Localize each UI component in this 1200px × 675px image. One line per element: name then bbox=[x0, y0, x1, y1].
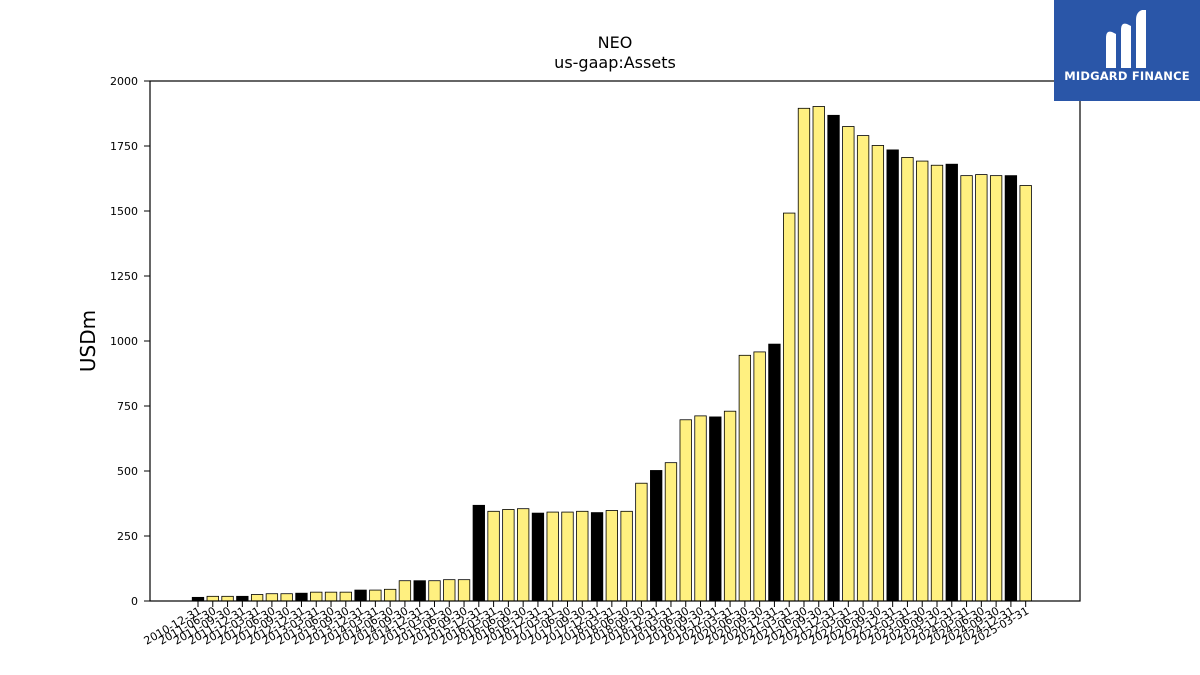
y-axis: 0 250 500 750 1000 1250 1500 1750 2000 bbox=[110, 75, 150, 608]
bar-2020-12-31 bbox=[768, 343, 781, 602]
bar-2020-03-31 bbox=[723, 410, 737, 602]
bar-2015-03-31 bbox=[428, 580, 441, 602]
y-tick-label: 250 bbox=[117, 530, 138, 543]
bar-2021-09-30 bbox=[812, 106, 825, 602]
bar-2016-06-30 bbox=[502, 509, 515, 602]
bar-2024-03-31 bbox=[960, 175, 973, 602]
bar-2018-03-31 bbox=[605, 510, 618, 602]
y-tick-label: 1000 bbox=[110, 335, 138, 348]
bar-2023-12-31 bbox=[945, 163, 958, 602]
y-tick-label: 0 bbox=[131, 595, 138, 608]
bar-2018-06-30 bbox=[620, 510, 633, 602]
y-tick-label: 1750 bbox=[110, 140, 138, 153]
bar-2016-09-30 bbox=[517, 508, 530, 602]
bar-2022-09-30 bbox=[871, 145, 885, 602]
bar-2011-12-31 bbox=[236, 595, 249, 602]
bar-2018-09-30 bbox=[635, 482, 648, 602]
bar-2023-06-30 bbox=[916, 160, 929, 602]
bar-2015-06-30 bbox=[443, 579, 456, 602]
bar-2013-12-31 bbox=[354, 589, 367, 602]
bar-2012-03-31 bbox=[250, 594, 264, 602]
bar-2018-12-31 bbox=[650, 470, 663, 602]
bar-2024-12-31 bbox=[1004, 175, 1018, 602]
bar-2020-06-30 bbox=[738, 354, 752, 602]
y-tick-label: 2000 bbox=[110, 75, 138, 88]
y-axis-label: USDm bbox=[76, 310, 100, 372]
y-tick-label: 500 bbox=[117, 465, 138, 478]
bar-2016-12-31 bbox=[531, 512, 545, 602]
bar-2017-03-31 bbox=[546, 511, 559, 602]
brand-name: MIDGARD FINANCE bbox=[1064, 69, 1190, 83]
bar-2025-03-31 bbox=[1019, 185, 1032, 602]
bar-2012-09-30 bbox=[280, 593, 293, 602]
bar-2012-12-31 bbox=[295, 592, 308, 602]
bar-2016-03-31 bbox=[487, 510, 500, 602]
chart-subtitle: us-gaap:Assets bbox=[554, 53, 676, 72]
bar-2013-03-31 bbox=[310, 591, 323, 602]
bar-2022-03-31 bbox=[842, 126, 855, 602]
bar-2019-09-30 bbox=[694, 415, 707, 602]
bar-2017-09-30 bbox=[576, 510, 589, 602]
bar-2019-03-31 bbox=[664, 462, 678, 602]
bar-2019-12-31 bbox=[709, 416, 722, 602]
bar-2022-06-30 bbox=[856, 135, 870, 602]
bar-2017-12-31 bbox=[590, 512, 604, 602]
brand-logo: MIDGARD FINANCE bbox=[1054, 0, 1200, 101]
bar-2024-06-30 bbox=[975, 174, 988, 602]
bar-2023-09-30 bbox=[930, 164, 944, 602]
bar-2014-06-30 bbox=[383, 588, 397, 602]
bar-2014-03-31 bbox=[369, 589, 382, 602]
bars-group bbox=[191, 106, 1032, 602]
bar-2014-12-31 bbox=[413, 580, 426, 602]
bar-2021-06-30 bbox=[797, 107, 811, 602]
bar-2023-03-31 bbox=[901, 157, 914, 602]
y-tick-label: 750 bbox=[117, 400, 138, 413]
bar-2019-06-30 bbox=[679, 419, 692, 602]
bar-2012-06-30 bbox=[265, 593, 279, 602]
bar-2011-06-30 bbox=[206, 595, 219, 602]
y-tick-label: 1500 bbox=[110, 205, 138, 218]
bar-2020-09-30 bbox=[753, 351, 766, 602]
bar-2021-03-31 bbox=[783, 212, 796, 602]
bar-2011-09-30 bbox=[221, 595, 234, 602]
bar-2022-12-31 bbox=[886, 149, 899, 602]
bar-2014-09-30 bbox=[398, 580, 412, 602]
bar-2013-06-30 bbox=[324, 591, 338, 602]
bar-2024-09-30 bbox=[989, 175, 1003, 602]
bar-2013-09-30 bbox=[339, 591, 352, 602]
midgard-m-logo-icon bbox=[1106, 10, 1146, 69]
x-axis: 2010-12-312011-06-302011-09-302011-12-31… bbox=[142, 601, 1031, 648]
chart-title: NEO bbox=[598, 33, 633, 52]
bar-2021-12-31 bbox=[827, 114, 840, 602]
bar-2017-06-30 bbox=[561, 511, 574, 602]
y-tick-label: 1250 bbox=[110, 270, 138, 283]
plot-area-frame bbox=[149, 80, 1081, 602]
bar-2015-09-30 bbox=[457, 579, 471, 602]
bar-2015-12-31 bbox=[472, 504, 485, 602]
